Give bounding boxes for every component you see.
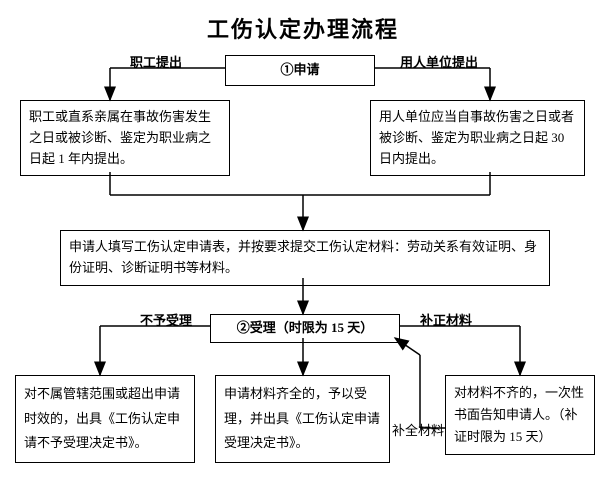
employer-deadline-text: 用人单位应当自事故伤害之日或者被诊断、鉴定为职业病之日起 30 日内提出。 — [379, 109, 574, 166]
notify-text: 对材料不齐的，一次性书面告知申请人。（补证时限为 15 天） — [454, 385, 584, 444]
apply-box: ①申请 — [225, 55, 375, 86]
employee-deadline-text: 职工或直系亲属在事故伤害发生之日或被诊断、鉴定为职业病之日起 1 年内提出。 — [29, 109, 211, 166]
no-accept-label: 不予受理 — [140, 310, 192, 329]
employee-deadline-box: 职工或直系亲属在事故伤害发生之日或被诊断、鉴定为职业病之日起 1 年内提出。 — [20, 100, 230, 176]
employer-deadline-box: 用人单位应当自事故伤害之日或者被诊断、鉴定为职业病之日起 30 日内提出。 — [370, 100, 585, 176]
page-title: 工伤认定办理流程 — [0, 0, 606, 44]
materials-box: 申请人填写工伤认定申请表，并按要求提交工伤认定材料：劳动关系有效证明、身份证明、… — [60, 230, 550, 286]
accept-text: ②受理（时限为 15 天） — [237, 320, 374, 335]
proceed-box: 申请材料齐全的，予以受理，并出具《工伤认定申请受理决定书》。 — [215, 375, 390, 463]
reject-box: 对不属管辖范围或超出申请时效的，出具《工伤认定申请不予受理决定书》。 — [15, 375, 195, 463]
employer-path-label: 用人单位提出 — [400, 52, 478, 71]
materials-text: 申请人填写工伤认定申请表，并按要求提交工伤认定材料：劳动关系有效证明、身份证明、… — [69, 239, 537, 275]
notify-box: 对材料不齐的，一次性书面告知申请人。（补证时限为 15 天） — [445, 375, 595, 455]
reject-text: 对不属管辖范围或超出申请时效的，出具《工伤认定申请不予受理决定书》。 — [24, 386, 180, 450]
proceed-text: 申请材料齐全的，予以受理，并出具《工伤认定申请受理决定书》。 — [224, 386, 380, 450]
supplement-again-label: 补全材料 — [392, 420, 444, 439]
supplement-label: 补正材料 — [420, 310, 472, 329]
employee-path-label: 职工提出 — [130, 52, 182, 71]
accept-box: ②受理（时限为 15 天） — [210, 314, 400, 343]
apply-text: ①申请 — [280, 62, 319, 77]
